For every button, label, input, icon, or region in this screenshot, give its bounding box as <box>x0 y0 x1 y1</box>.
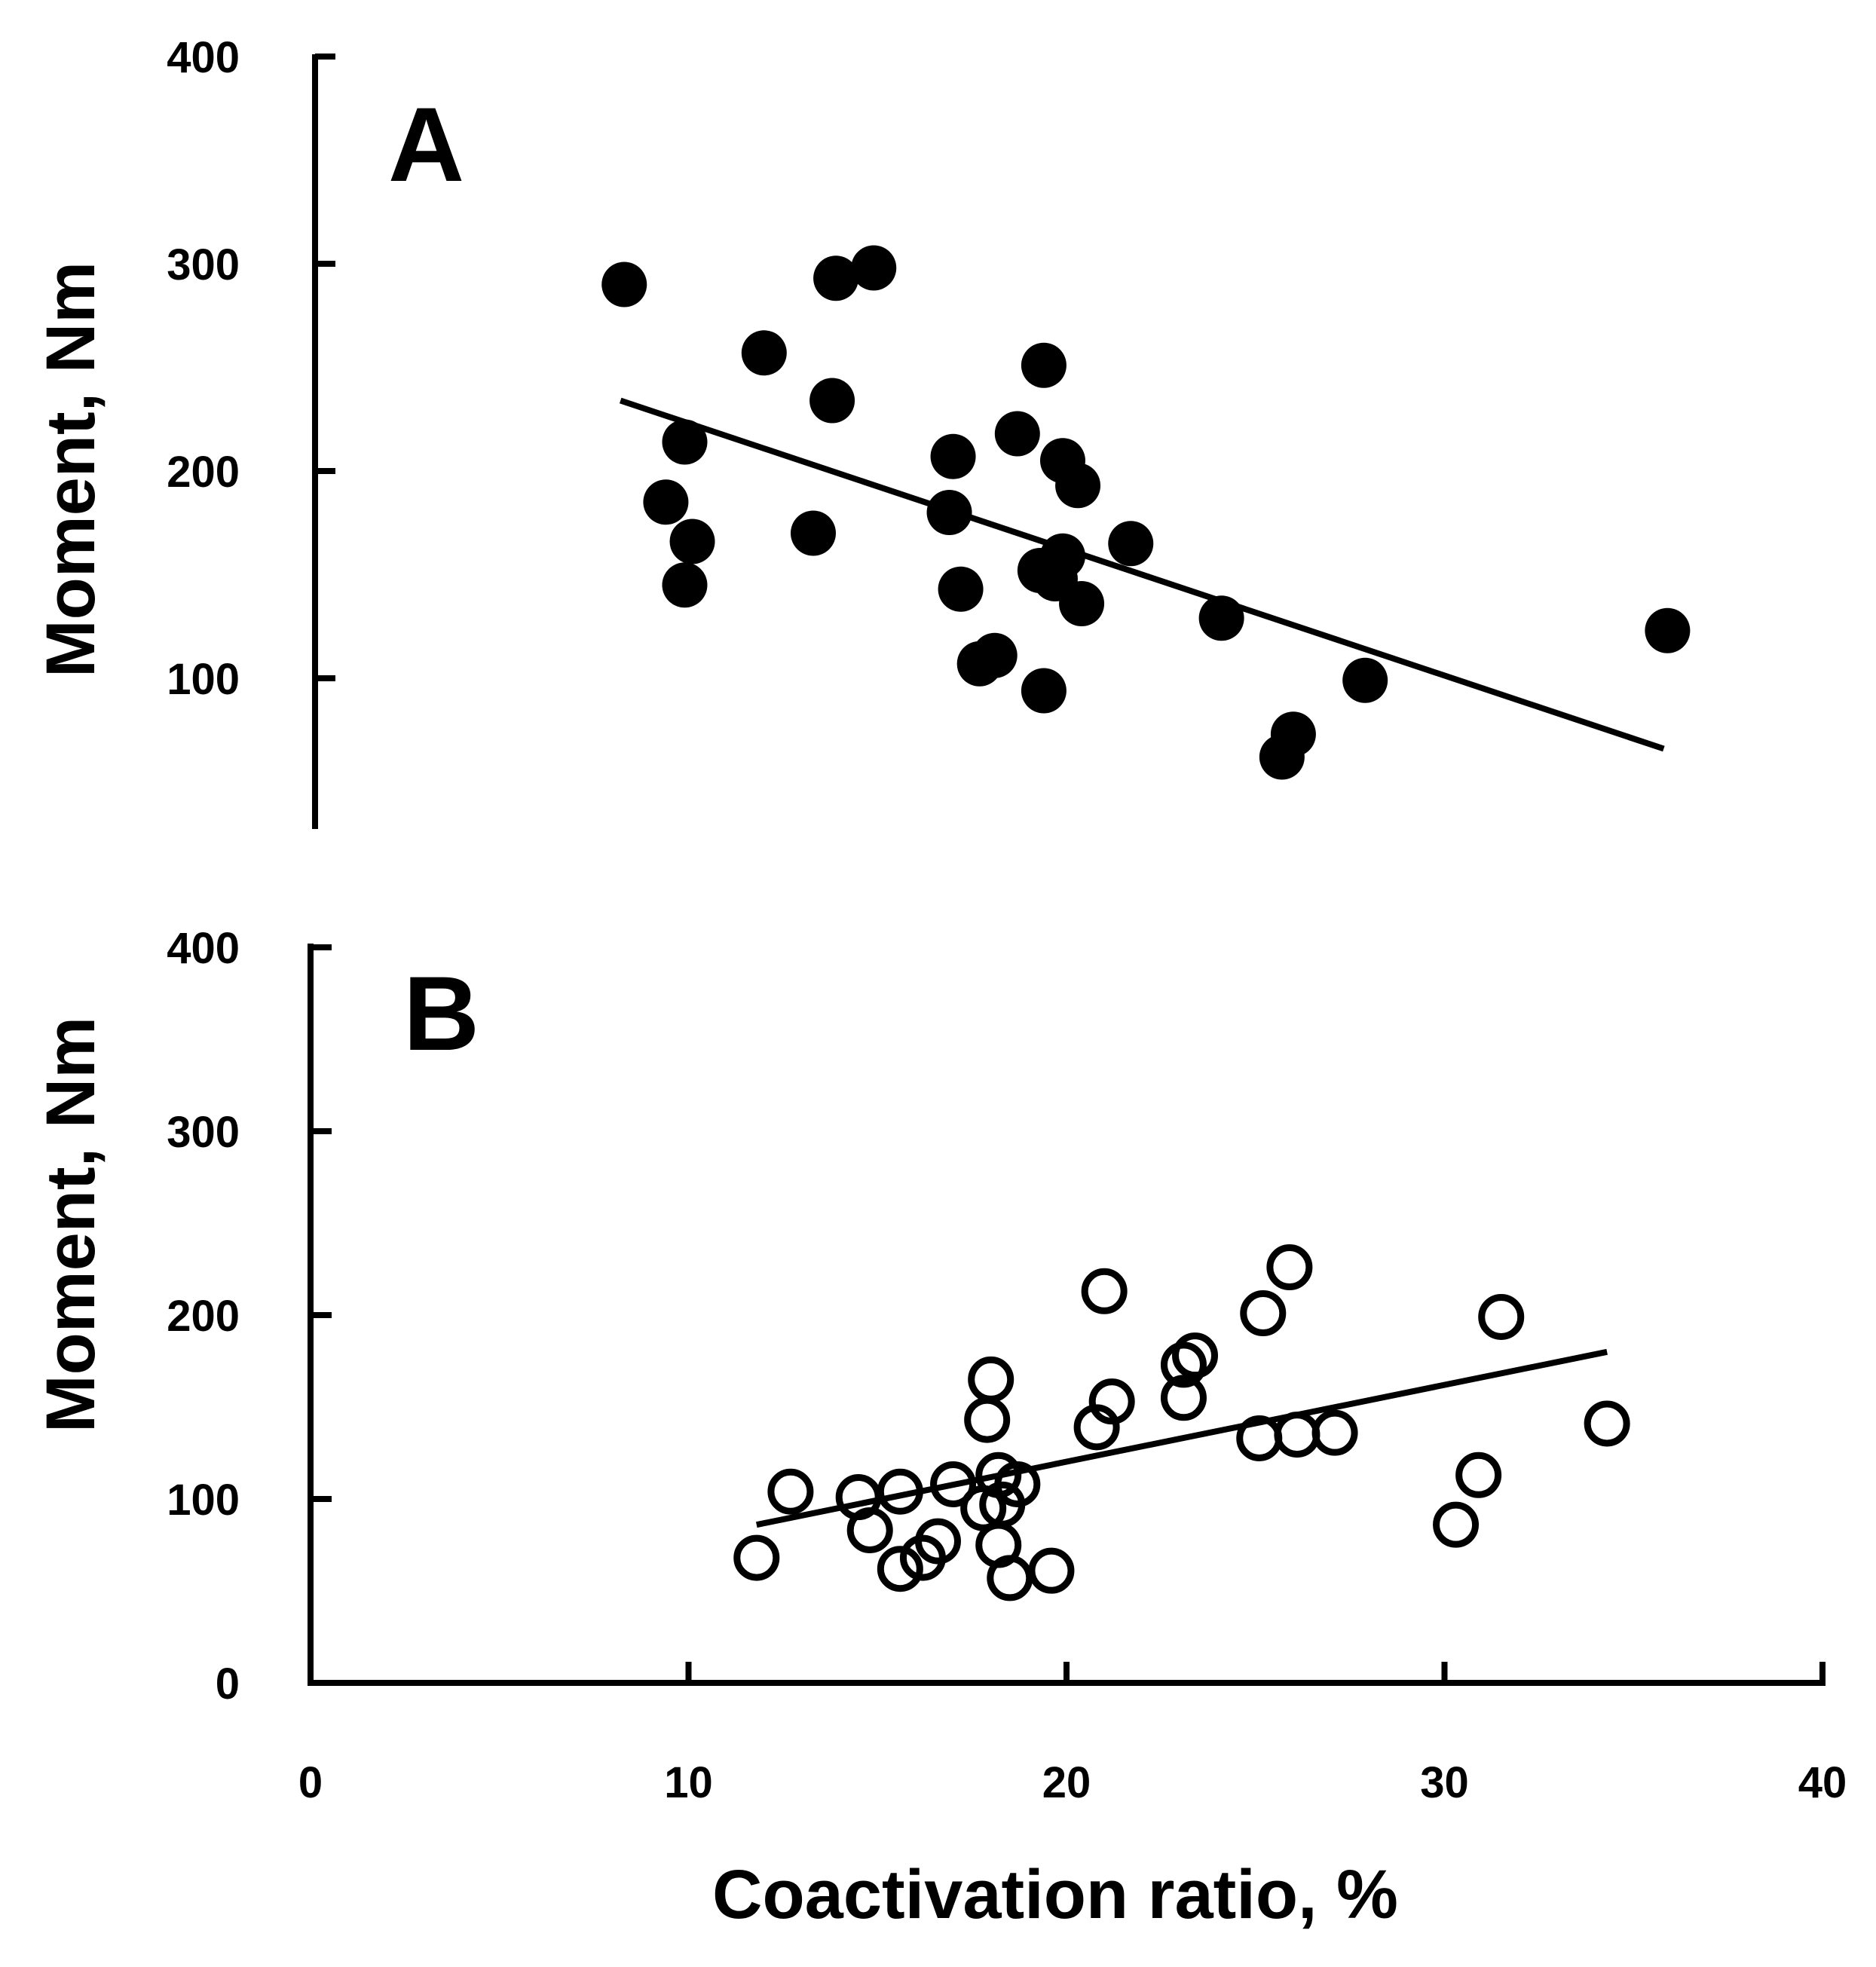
panel-a-y-tick-label: 400 <box>167 33 240 82</box>
panel-b-data-point <box>767 1468 814 1515</box>
panel-b-data-point <box>1478 1293 1525 1340</box>
panel-a-trendline-group <box>619 397 1665 752</box>
x-axis-title: Coactivation ratio, % <box>712 1856 1398 1933</box>
panel-b-data-point <box>1274 1412 1321 1458</box>
panel-b-data-point <box>1160 1375 1207 1421</box>
panel-b-data-point <box>733 1534 780 1581</box>
panel-a-data-point <box>1108 521 1154 567</box>
panel-a-data-point <box>809 378 855 424</box>
panel-b-y-tick-label: 300 <box>167 1108 240 1157</box>
panel-a-data-point <box>643 479 689 525</box>
panel-a-chart: 100 200 300 400 A Moment, Nm <box>32 33 1691 829</box>
panel-b-data-point <box>1311 1409 1358 1456</box>
panel-a-data-point <box>926 490 972 535</box>
panel-b-data-point <box>1081 1268 1128 1314</box>
panel-a-data-point <box>790 510 836 556</box>
panel-a-data-point <box>813 255 859 301</box>
panel-a-trendline <box>619 397 1665 752</box>
panel-a-data-point <box>1198 595 1244 641</box>
panel-a-data-point <box>669 519 715 564</box>
panel-b-y-tick-label: 200 <box>167 1292 240 1341</box>
panel-a-y-ticks: 100 200 300 400 <box>167 33 335 704</box>
panel-b-data-point <box>877 1468 923 1515</box>
panel-b-y-tick-label: 400 <box>167 924 240 973</box>
panel-a-data-point <box>972 632 1018 678</box>
panel-b-y-tick-label: 100 <box>167 1476 240 1525</box>
panel-b-data-point <box>846 1507 893 1553</box>
panel-a-y-axis-title: Moment, Nm <box>32 262 109 678</box>
panel-b-data-point <box>1172 1332 1219 1379</box>
panel-a-data-point <box>1055 463 1101 509</box>
panel-b-chart: 0 100 200 300 400 0 10 20 30 40 B Moment, Nm Coac… <box>32 924 1847 1933</box>
panel-a-data-point <box>938 566 984 612</box>
panel-b-data-point <box>1433 1501 1480 1548</box>
panel-a-points <box>601 245 1691 780</box>
panel-a-data-point <box>1059 581 1105 626</box>
panel-b-x-tick-label: 40 <box>1798 1758 1847 1807</box>
panel-b-data-point <box>1266 1244 1313 1291</box>
panel-b-data-point <box>1455 1452 1502 1498</box>
panel-b-data-point <box>1088 1378 1135 1425</box>
panel-a-y-tick-label: 200 <box>167 448 240 497</box>
panel-a-data-point <box>1021 342 1067 388</box>
panel-b-x-tick-label: 0 <box>298 1758 323 1807</box>
panel-b-trendline-group <box>755 1348 1608 1528</box>
panel-b-y-tick-label: 0 <box>216 1660 240 1709</box>
panel-b-y-axis-title: Moment, Nm <box>32 1017 109 1433</box>
panel-a-data-point <box>601 262 647 307</box>
panel-a-data-point <box>930 433 976 479</box>
panel-b-data-point <box>964 1396 1011 1443</box>
panel-b-data-point <box>1240 1290 1287 1337</box>
panel-b-points <box>733 1244 1630 1601</box>
panel-a-y-tick-label: 100 <box>167 655 240 704</box>
panel-b-data-point <box>930 1461 977 1507</box>
panel-b-x-tick-label: 30 <box>1420 1758 1469 1807</box>
panel-b-data-point <box>1028 1547 1075 1594</box>
panel-b-data-point <box>1160 1341 1207 1388</box>
panel-b-axes <box>308 944 1826 1686</box>
panel-a-y-tick-label: 300 <box>167 240 240 289</box>
panel-a-data-point <box>1342 657 1388 703</box>
panel-a-data-point <box>1645 607 1691 653</box>
panel-b-data-point <box>987 1555 1033 1601</box>
panel-a-data-point <box>662 562 708 608</box>
panel-a-label: A <box>388 85 464 203</box>
panel-b-label: B <box>403 954 479 1072</box>
panel-a-data-point <box>994 411 1040 457</box>
panel-a-data-point <box>662 419 708 465</box>
panel-a-data-point <box>1021 668 1067 714</box>
panel-b-x-tick-label: 20 <box>1042 1758 1091 1807</box>
panel-a-data-point <box>851 245 897 291</box>
panel-b-x-tick-label: 10 <box>664 1758 713 1807</box>
panel-b-data-point <box>914 1518 961 1565</box>
panel-b-trendline <box>755 1348 1608 1528</box>
panel-b-data-point <box>877 1546 923 1592</box>
panel-b-data-point <box>1584 1400 1630 1447</box>
panel-a-data-point <box>741 330 787 376</box>
panel-b-ticks: 0 100 200 300 400 0 10 20 30 40 <box>167 924 1847 1807</box>
panel-b-data-point <box>968 1356 1015 1403</box>
panel-a-data-point <box>1259 734 1305 780</box>
